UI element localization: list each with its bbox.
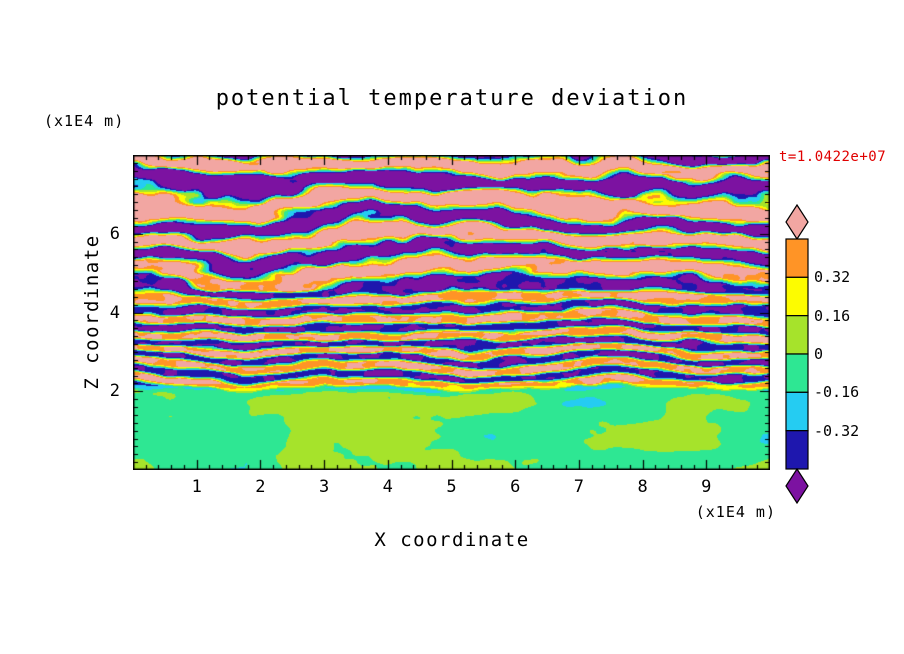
colorbar-tick-label: -0.32 [814, 421, 860, 440]
time-label: t=1.0422e+07 [779, 149, 887, 165]
z-tick-label: 6 [109, 223, 120, 244]
x-tick-label: 3 [318, 477, 330, 497]
x-tick-label: 6 [510, 477, 521, 497]
x-tick-label: 9 [701, 477, 712, 497]
colorbar-segment [785, 391, 809, 432]
colorbar-tick-label: -0.16 [814, 383, 860, 402]
x-axis-unit: (x1E4 m) [695, 503, 776, 521]
chart-title: potential temperature deviation [215, 86, 689, 111]
colorbar-tick-label: 0.32 [814, 268, 851, 287]
colorbar-tick-label: 0.16 [814, 306, 851, 325]
colorbar-upper-arrow [785, 203, 809, 241]
x-tick-label: 7 [573, 477, 585, 497]
colorbar-tick-label: 0 [814, 345, 824, 363]
colorbar-segment [785, 430, 809, 470]
z-tick-label: 4 [109, 302, 120, 323]
x-tick-label: 1 [191, 477, 202, 497]
colorbar-segment [785, 238, 809, 278]
x-tick-label: 4 [382, 477, 393, 497]
contour-plot-canvas [133, 155, 770, 470]
colorbar-lower-arrow [785, 467, 809, 505]
x-tick-label: 8 [637, 477, 648, 497]
colorbar-segment [785, 276, 809, 317]
x-tick-label: 2 [255, 477, 266, 497]
colorbar-segment [785, 353, 809, 393]
colorbar-segment [785, 315, 809, 355]
x-axis-label: X coordinate [374, 529, 530, 551]
z-tick-label: 2 [109, 381, 120, 402]
z-axis-unit: (x1E4 m) [44, 112, 125, 130]
colorbar [785, 203, 809, 505]
x-tick-label: 5 [446, 477, 457, 497]
z-axis-label: Z coordinate [81, 234, 103, 390]
